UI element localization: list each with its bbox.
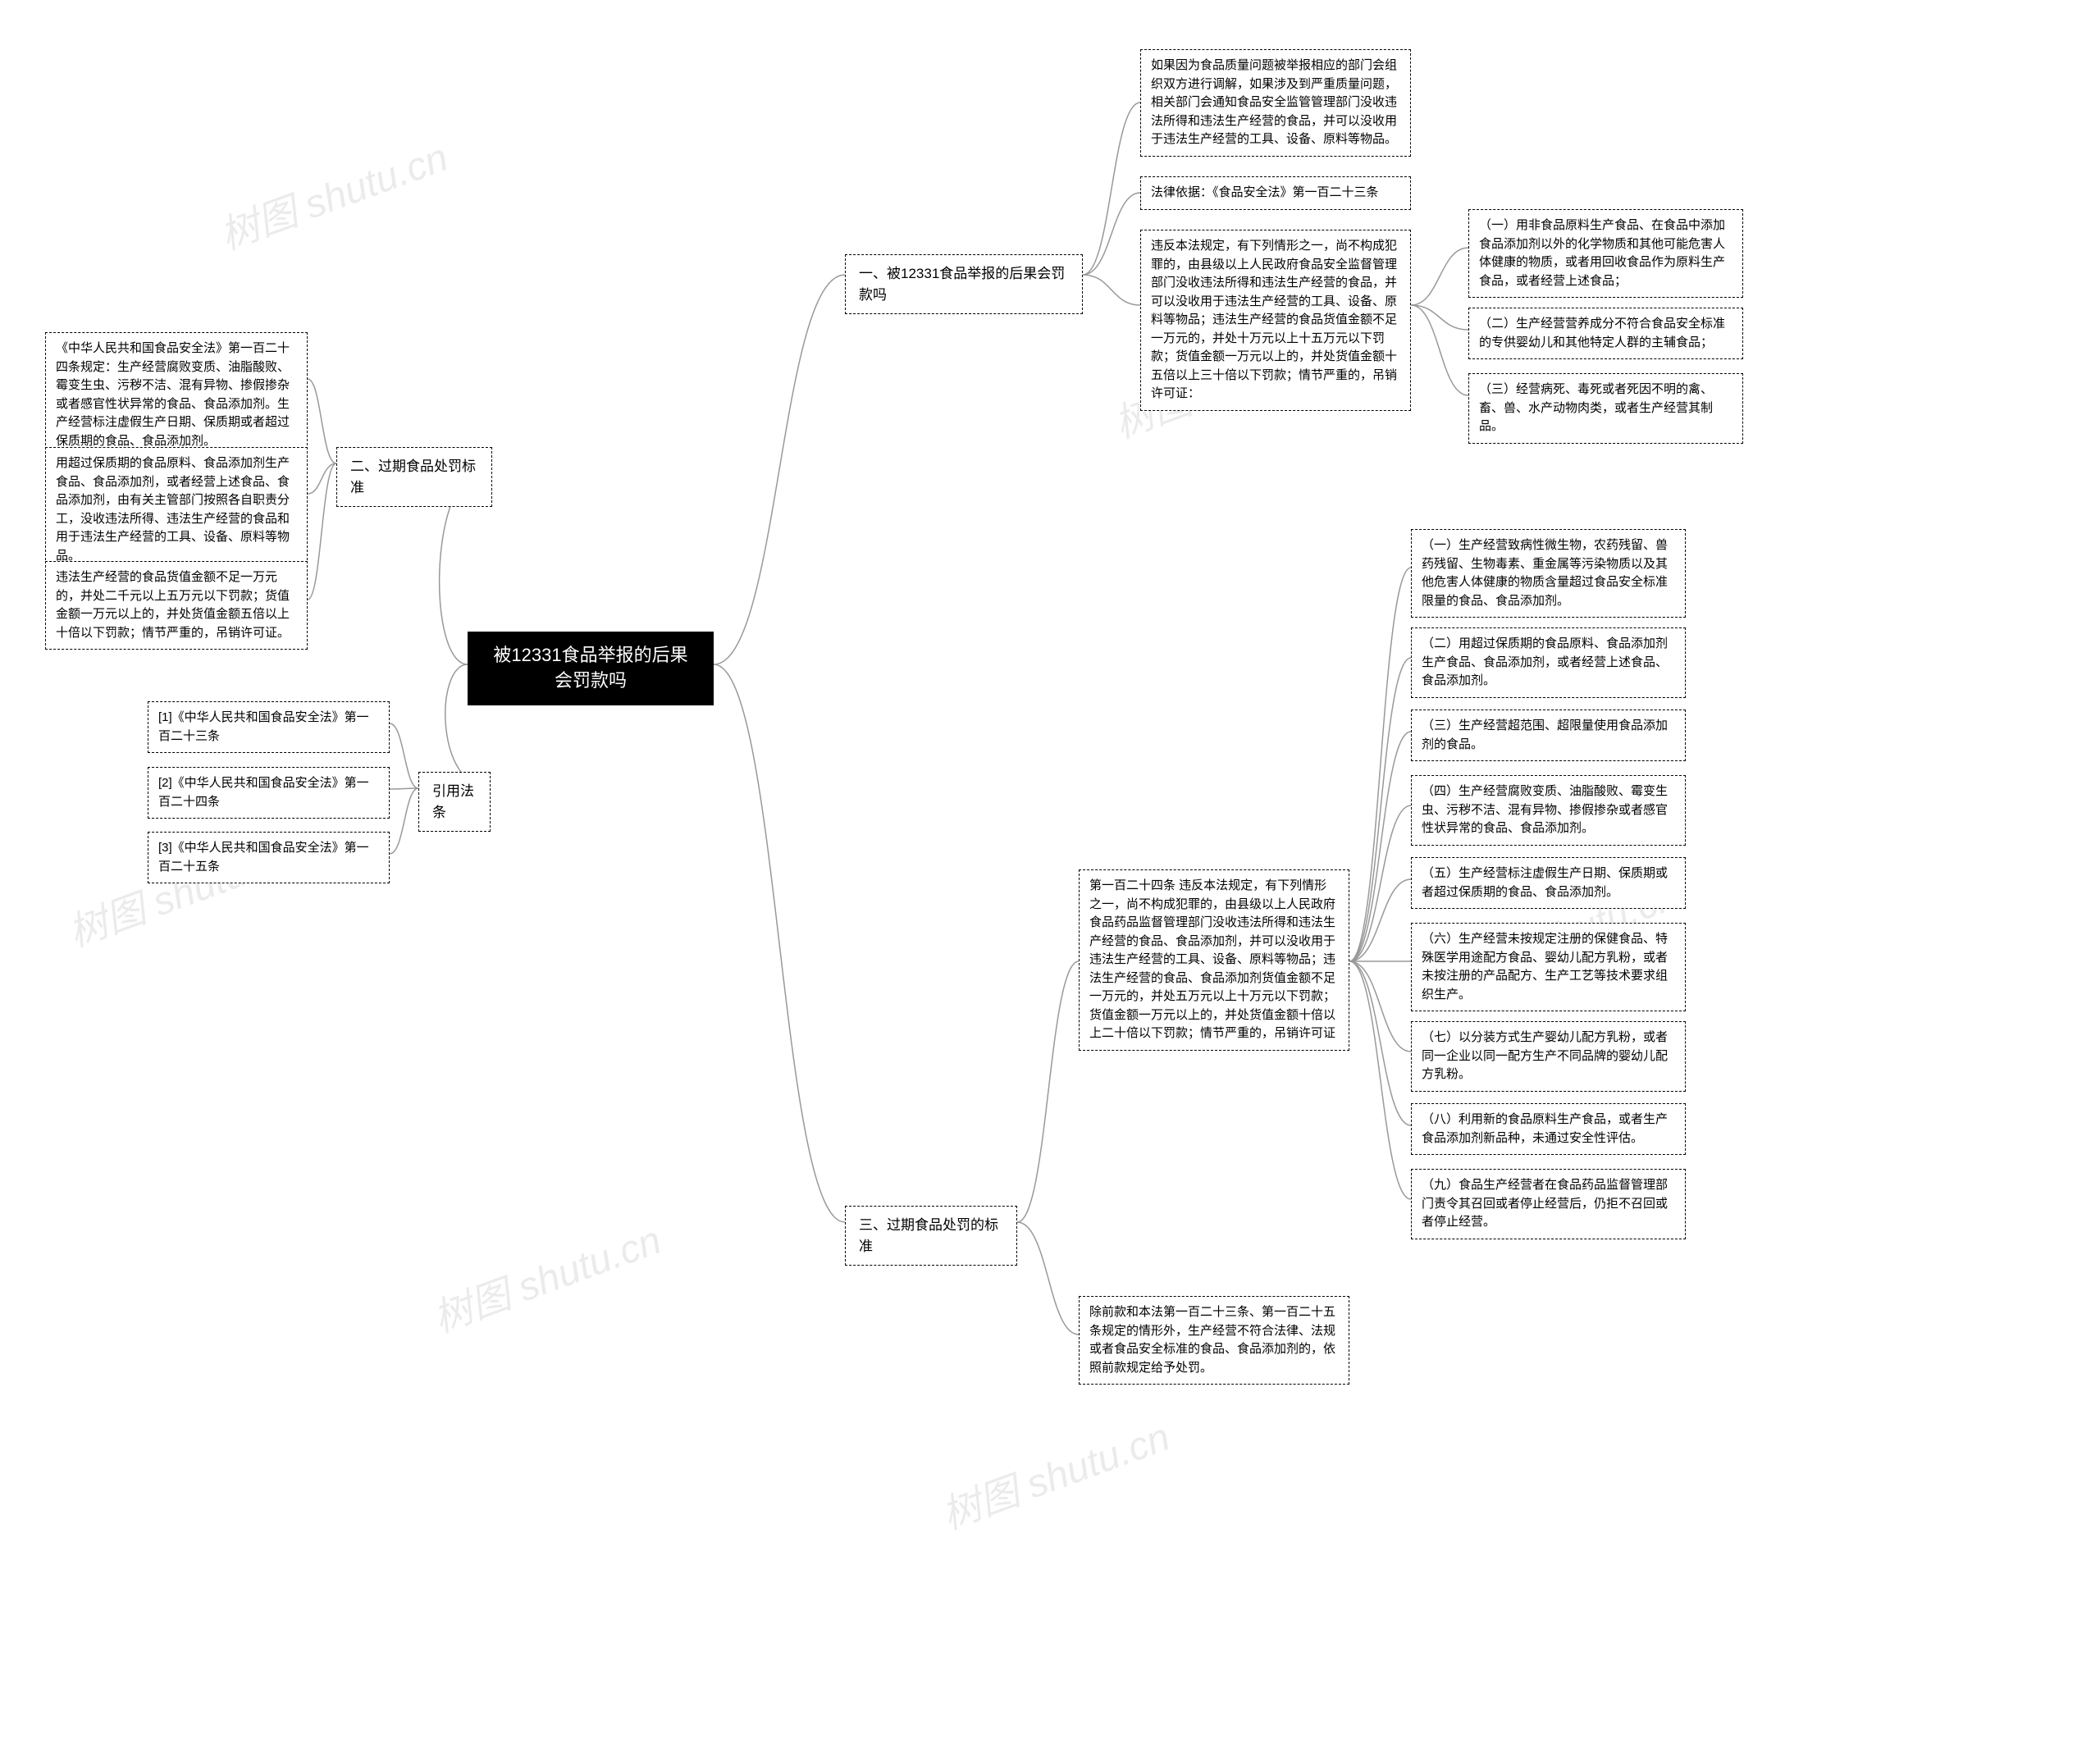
leaf-node: [2]《中华人民共和国食品安全法》第一百二十四条 xyxy=(148,767,390,819)
leaf-node: （六）生产经营未按规定注册的保健食品、特殊医学用途配方食品、婴幼儿配方乳粉，或者… xyxy=(1411,923,1686,1011)
leaf-node: （九）食品生产经营者在食品药品监督管理部门责令其召回或者停止经营后，仍拒不召回或… xyxy=(1411,1169,1686,1239)
leaf-node: （五）生产经营标注虚假生产日期、保质期或者超过保质期的食品、食品添加剂。 xyxy=(1411,857,1686,909)
leaf-node: 除前款和本法第一百二十三条、第一百二十五条规定的情形外，生产经营不符合法律、法规… xyxy=(1079,1296,1349,1385)
leaf-node: 法律依据：《食品安全法》第一百二十三条 xyxy=(1140,176,1411,210)
leaf-node: （一）生产经营致病性微生物，农药残留、兽药残留、生物毒素、重金属等污染物质以及其… xyxy=(1411,529,1686,618)
leaf-node: 第一百二十四条 违反本法规定，有下列情形之一，尚不构成犯罪的，由县级以上人民政府… xyxy=(1079,869,1349,1051)
leaf-node: 违反本法规定，有下列情形之一，尚不构成犯罪的，由县级以上人民政府食品安全监督管理… xyxy=(1140,230,1411,411)
leaf-node: （一）用非食品原料生产食品、在食品中添加食品添加剂以外的化学物质和其他可能危害人… xyxy=(1468,209,1743,298)
leaf-node: （七）以分装方式生产婴幼儿配方乳粉，或者同一企业以同一配方生产不同品牌的婴幼儿配… xyxy=(1411,1021,1686,1092)
watermark: 树图 shutu.cn xyxy=(424,1207,668,1343)
leaf-node: 如果因为食品质量问题被举报相应的部门会组织双方进行调解，如果涉及到严重质量问题，… xyxy=(1140,49,1411,157)
leaf-node: （三）生产经营超范围、超限量使用食品添加剂的食品。 xyxy=(1411,710,1686,761)
leaf-node: （三）经营病死、毒死或者死因不明的禽、畜、兽、水产动物肉类，或者生产经营其制品。 xyxy=(1468,373,1743,444)
branch-2: 二、过期食品处罚标准 xyxy=(336,447,492,507)
branch-3: 三、过期食品处罚的标准 xyxy=(845,1206,1017,1266)
leaf-node: （四）生产经营腐败变质、油脂酸败、霉变生虫、污秽不洁、混有异物、掺假掺杂或者感官… xyxy=(1411,775,1686,846)
root-node: 被12331食品举报的后果会罚款吗 xyxy=(468,632,714,705)
leaf-node: 用超过保质期的食品原料、食品添加剂生产食品、食品添加剂，或者经营上述食品、食品添… xyxy=(45,447,308,573)
leaf-node: （二）生产经营营养成分不符合食品安全标准的专供婴幼儿和其他特定人群的主辅食品； xyxy=(1468,308,1743,359)
watermark: 树图 shutu.cn xyxy=(933,1404,1176,1540)
branch-4: 引用法条 xyxy=(418,772,491,832)
leaf-node: [3]《中华人民共和国食品安全法》第一百二十五条 xyxy=(148,832,390,883)
watermark: 树图 shutu.cn xyxy=(211,125,454,260)
leaf-node: （二）用超过保质期的食品原料、食品添加剂生产食品、食品添加剂，或者经营上述食品、… xyxy=(1411,627,1686,698)
branch-1: 一、被12331食品举报的后果会罚款吗 xyxy=(845,254,1083,314)
leaf-node: 《中华人民共和国食品安全法》第一百二十四条规定：生产经营腐败变质、油脂酸败、霉变… xyxy=(45,332,308,458)
leaf-node: [1]《中华人民共和国食品安全法》第一百二十三条 xyxy=(148,701,390,753)
leaf-node: （八）利用新的食品原料生产食品，或者生产食品添加剂新品种，未通过安全性评估。 xyxy=(1411,1103,1686,1155)
leaf-node: 违法生产经营的食品货值金额不足一万元的，并处二千元以上五万元以下罚款；货值金额一… xyxy=(45,561,308,650)
